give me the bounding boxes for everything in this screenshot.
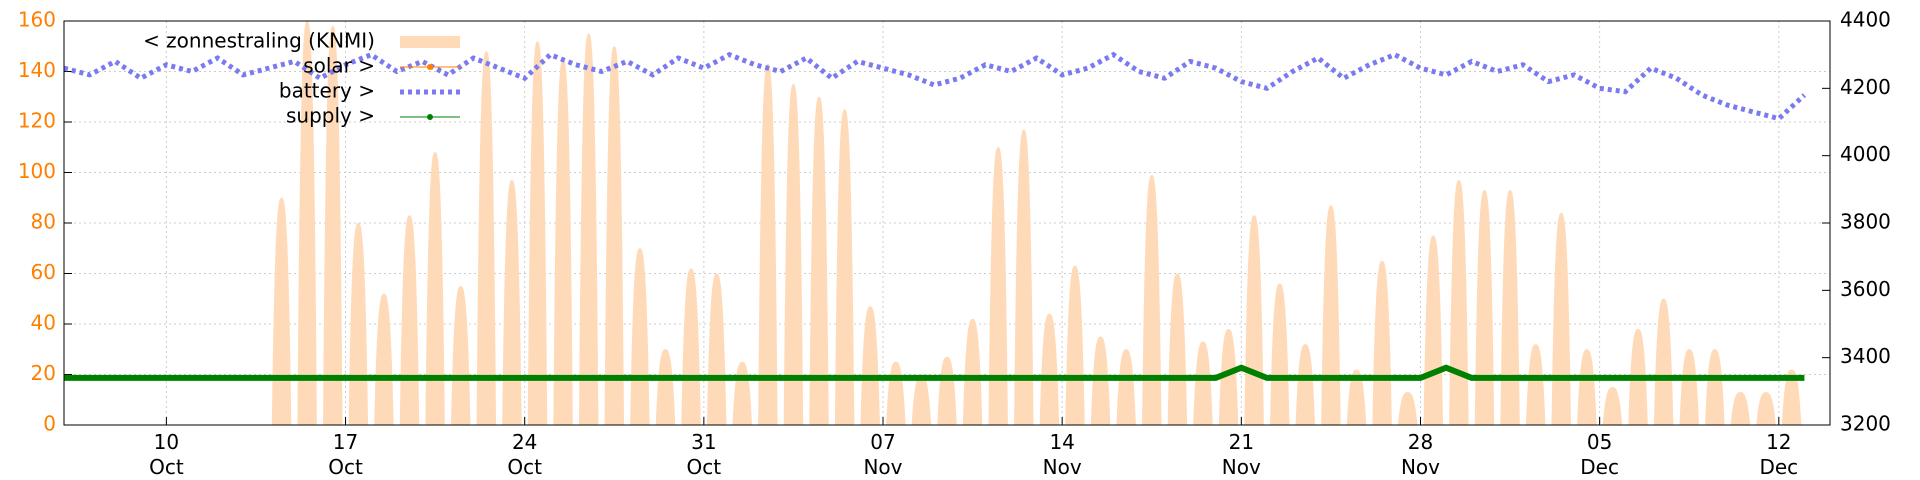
area-peak [1346, 369, 1367, 425]
y-tick-label: 60 [31, 260, 56, 284]
area-peak [1577, 349, 1597, 425]
area-peak [502, 180, 522, 425]
area-peak [1193, 341, 1213, 425]
x-tick-label: 14 Nov [1042, 430, 1082, 479]
area-peak [732, 361, 752, 425]
area-peak [1730, 392, 1751, 425]
legend-label: battery > [279, 79, 375, 103]
series-line [64, 364, 1805, 381]
x-tick-label: 28 Nov [1400, 430, 1440, 479]
y2-tick-label: 4000 [1840, 142, 1891, 166]
area-peak [1014, 129, 1034, 425]
area-peak [323, 26, 343, 426]
area-peak [1449, 180, 1469, 425]
area-peak [988, 147, 1008, 425]
x-tick-label: 31 Oct [686, 430, 722, 479]
x-tick-label: 12 Dec [1759, 430, 1799, 479]
area-peak [271, 197, 292, 425]
area-peak [655, 349, 676, 425]
y-tick-label: 80 [31, 210, 56, 234]
area-peak [783, 84, 804, 425]
x-tick-label: 17 Oct [328, 430, 363, 479]
y2-tick-label: 3400 [1840, 344, 1891, 368]
area-peak [1065, 265, 1085, 425]
area-peak [860, 306, 880, 425]
x-tick-label: 10 Oct [149, 430, 184, 479]
area-peak [1269, 283, 1290, 425]
plot-frame [63, 20, 1831, 426]
y-tick-label: 20 [31, 361, 56, 385]
legend-marker [427, 64, 433, 70]
area-peak [758, 63, 778, 426]
area-peak [1372, 260, 1392, 425]
y2-tick-label: 4400 [1840, 8, 1891, 32]
area-peak [1295, 344, 1316, 425]
area-peak [1321, 205, 1341, 425]
area-peak [374, 293, 394, 425]
area-peak [809, 96, 829, 425]
area-peak [1039, 313, 1060, 425]
area-peak [604, 46, 625, 425]
y-tick-label: 0 [43, 412, 56, 436]
x-tick-label: 24 Oct [507, 430, 542, 479]
y2-tick-label: 3200 [1840, 412, 1891, 436]
area-peak [681, 268, 701, 425]
area-peak [937, 356, 957, 425]
area-peak [553, 58, 573, 425]
area-peak [399, 215, 420, 425]
area-peak [706, 273, 727, 425]
y-tick-label: 120 [18, 109, 56, 133]
area-peak [348, 223, 369, 425]
area-peak [1500, 190, 1520, 425]
area-peak [1423, 235, 1444, 425]
area-peak [834, 109, 855, 425]
y-tick-label: 160 [18, 8, 56, 32]
y2-tick-label: 3800 [1840, 210, 1891, 234]
area-peak [1525, 344, 1546, 425]
x-tick-label: 07 Nov [863, 430, 903, 479]
y2-tick-label: 3600 [1840, 277, 1891, 301]
area-peak [962, 318, 983, 425]
area-peak [1167, 273, 1188, 425]
legend-label: supply > [286, 104, 375, 128]
area-peak [1474, 190, 1495, 425]
legend-label: solar > [303, 54, 375, 78]
area-peak [1397, 392, 1418, 425]
series-line [63, 51, 1807, 122]
area-peak [630, 248, 650, 425]
area-peak [911, 374, 932, 425]
y-tick-label: 40 [31, 311, 56, 335]
area-peak [1551, 212, 1571, 425]
y2-tick-label: 4200 [1840, 75, 1891, 99]
area-peak [578, 33, 599, 425]
x-tick-label: 21 Nov [1221, 430, 1261, 479]
area-peak [476, 51, 497, 426]
area-peak [1116, 349, 1136, 425]
area-peak [886, 361, 906, 425]
y-tick-label: 140 [18, 58, 56, 82]
area-peak [1653, 298, 1674, 425]
area-peak [425, 152, 445, 426]
x-tick-label: 05 Dec [1580, 430, 1619, 479]
area-peak [450, 286, 471, 425]
area-peak [1602, 387, 1623, 425]
area-peak [297, 21, 317, 425]
area-peak [1218, 329, 1239, 425]
area-peak [1244, 215, 1264, 425]
area-peak [1142, 175, 1162, 425]
area-peak [1705, 349, 1725, 425]
area-peak [1679, 349, 1699, 425]
legend-marker [427, 114, 433, 120]
area-peak [1781, 369, 1802, 425]
area-peak [527, 41, 548, 425]
area-peak [1756, 392, 1776, 425]
legend-label: < zonnestraling (KNMI) [143, 29, 375, 53]
y-tick-label: 100 [18, 159, 56, 183]
